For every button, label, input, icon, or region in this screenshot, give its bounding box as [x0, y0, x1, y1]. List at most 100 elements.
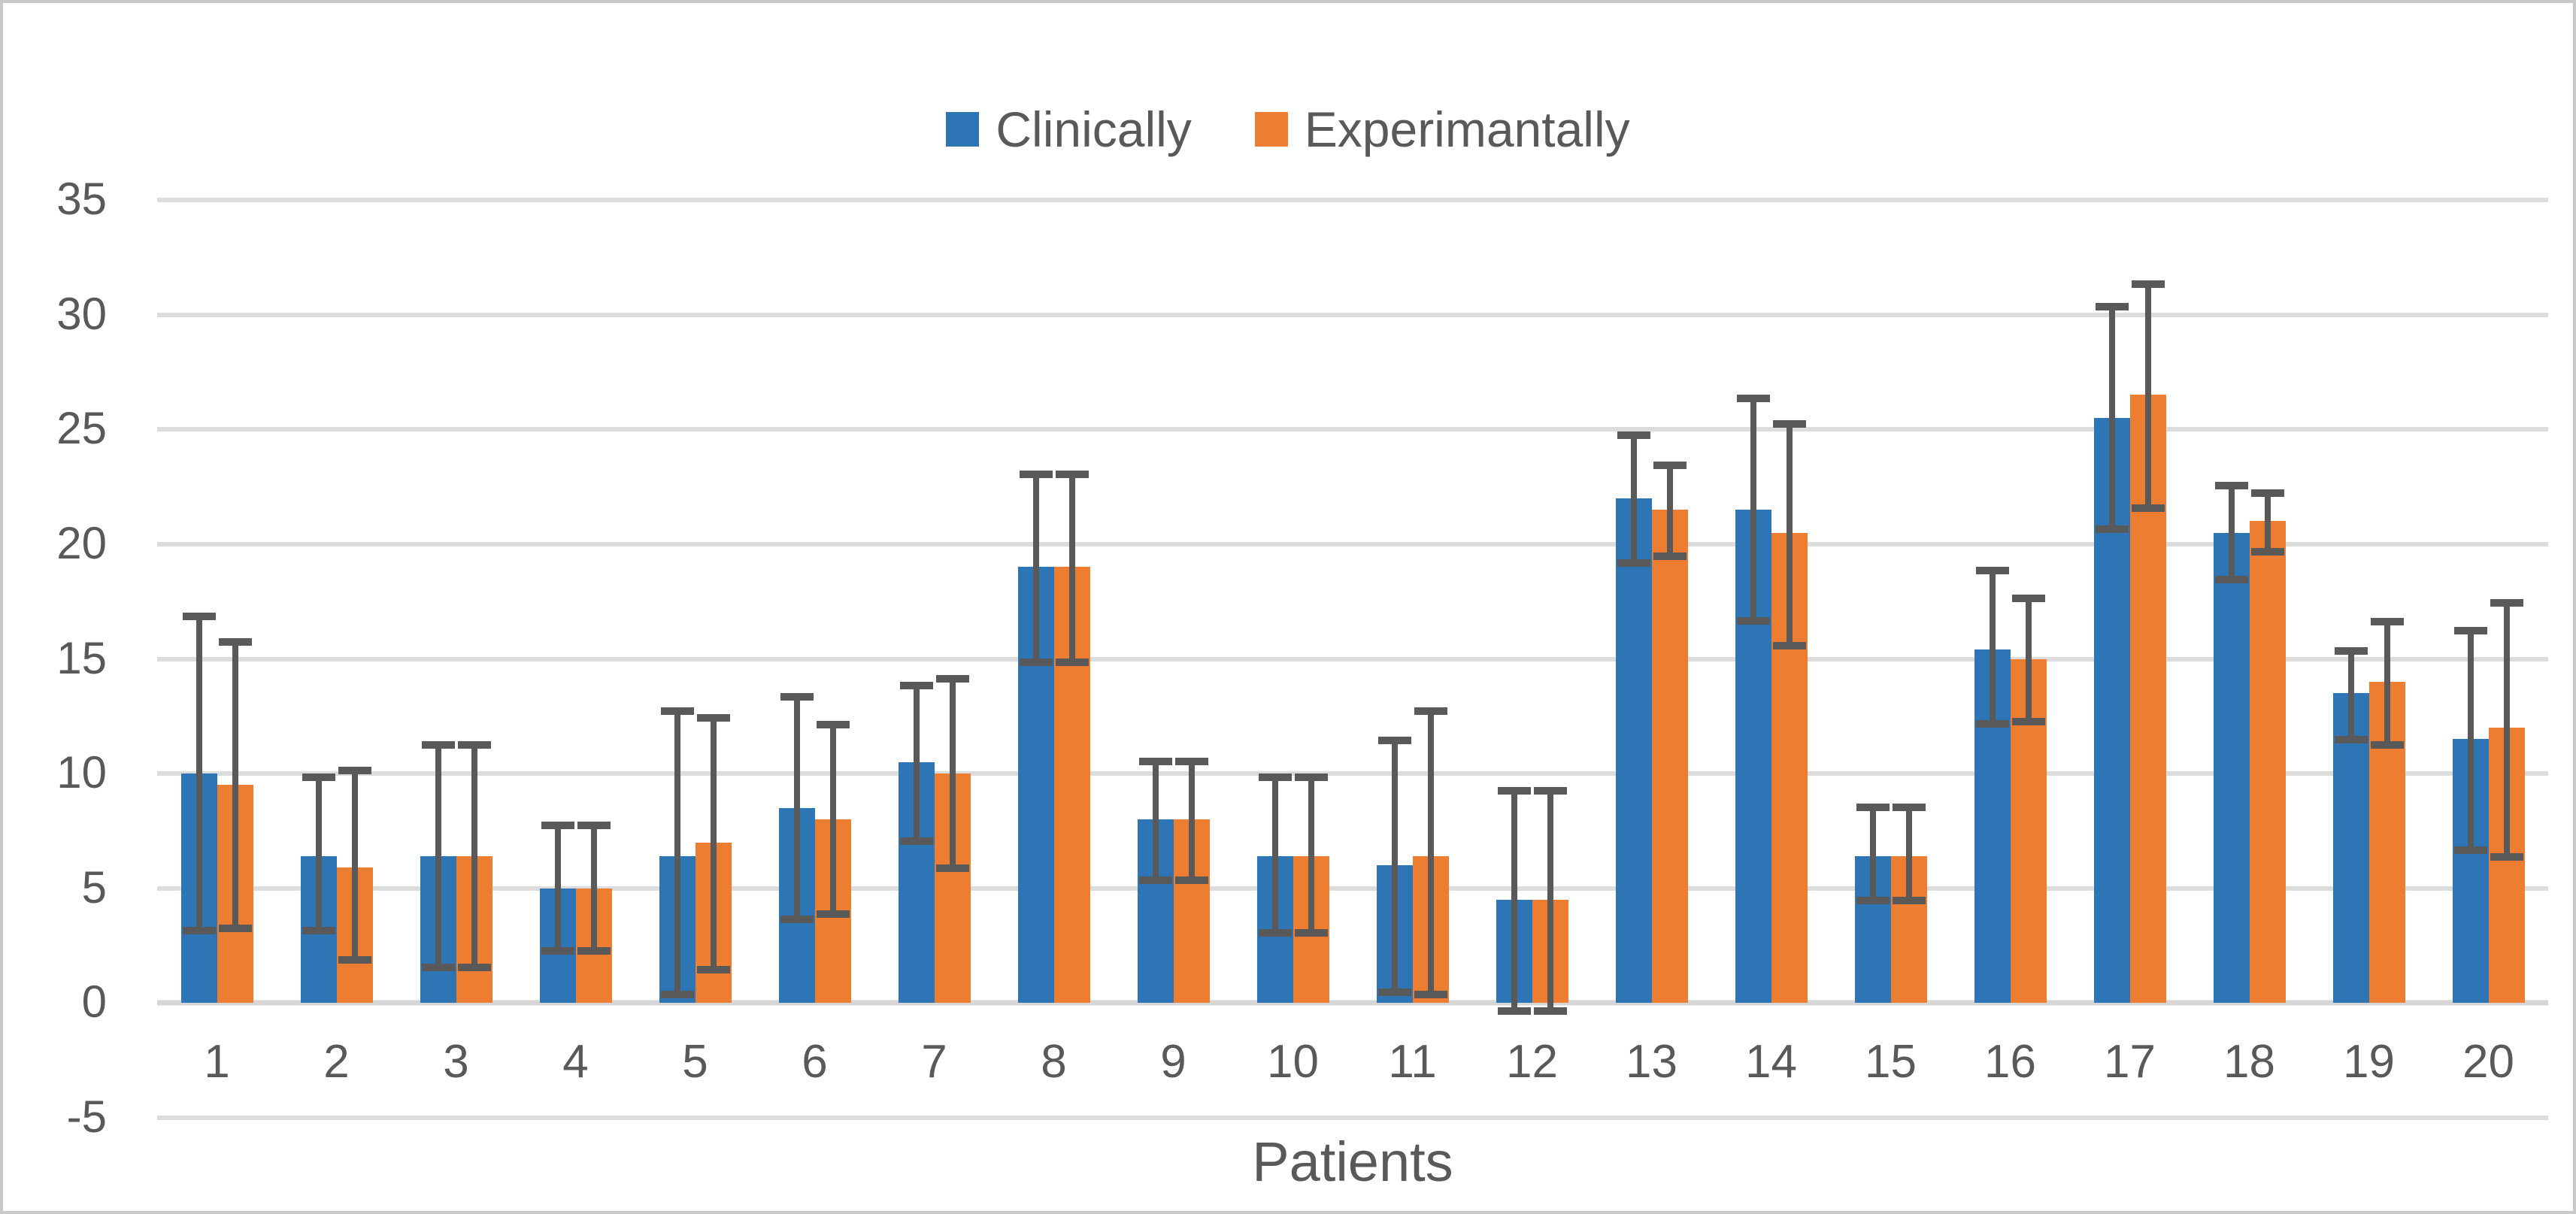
bar-group — [2070, 200, 2190, 1118]
error-bar-cap-bottom — [218, 924, 252, 932]
y-axis: 35 30 25 20 15 10 5 0 -5 — [3, 174, 129, 1142]
error-bar-cap-bottom — [541, 947, 574, 955]
error-bar-line — [710, 713, 717, 973]
x-tick-label: 4 — [562, 1035, 589, 1088]
error-bar-cap-top — [1736, 395, 1770, 403]
bar-group — [635, 200, 755, 1118]
bar-column — [2488, 200, 2525, 1118]
error-bar-line — [1630, 431, 1637, 568]
error-bar-line — [2108, 303, 2115, 533]
bar-column — [695, 200, 732, 1118]
bar-column — [217, 200, 253, 1118]
x-tick-label: 14 — [1745, 1035, 1797, 1088]
plot-area — [157, 198, 2548, 1120]
error-bar-cap-bottom — [696, 965, 730, 973]
bar-column — [1532, 200, 1568, 1118]
gridline — [157, 541, 2548, 546]
error-bar — [1174, 757, 1208, 884]
gridline — [157, 1116, 2548, 1120]
error-bar — [1892, 803, 1926, 905]
error-bar — [1294, 774, 1328, 937]
error-bar-line — [1869, 803, 1876, 905]
error-bar-line — [2264, 489, 2271, 556]
error-bar-cap-top — [1892, 803, 1926, 811]
error-bar-line — [1032, 471, 1039, 666]
error-bar-cap-top — [660, 707, 694, 715]
error-bar-cap-bottom — [1138, 876, 1172, 884]
bar-column — [539, 200, 576, 1118]
error-bar-cap-top — [1975, 567, 2009, 575]
error-bar-cap-top — [1258, 774, 1292, 782]
error-bar-cap-bottom — [1497, 1007, 1531, 1015]
bar-group — [1831, 200, 1950, 1118]
bar-column — [659, 200, 696, 1118]
error-bar-cap-bottom — [660, 991, 694, 999]
error-bar-line — [351, 766, 358, 964]
bar-group — [1472, 200, 1592, 1118]
x-tick-label: 12 — [1506, 1035, 1558, 1088]
error-bar-cap-bottom — [935, 864, 969, 873]
error-bar — [1055, 471, 1089, 666]
error-bar-cap-bottom — [2095, 525, 2129, 533]
x-axis-title: Patients — [1252, 1130, 1453, 1193]
bar-pair — [1137, 200, 1210, 1118]
bar-group — [755, 200, 874, 1118]
bar-column — [1890, 200, 1927, 1118]
bar-pair — [2452, 200, 2525, 1118]
error-bar-line — [195, 613, 202, 934]
error-bar-line — [1068, 471, 1075, 666]
bar-column — [575, 200, 612, 1118]
bar-column — [1771, 200, 1808, 1118]
bar-pair — [420, 200, 492, 1118]
bar-groups — [157, 200, 2548, 1118]
error-bar-line — [1271, 774, 1278, 937]
error-bar-line — [1188, 757, 1195, 884]
error-bar — [421, 741, 455, 971]
error-bar-cap-bottom — [2214, 575, 2248, 583]
error-bar-cap-top — [1055, 471, 1089, 479]
x-tick-label: 16 — [1984, 1035, 2036, 1088]
x-tick-label: 2 — [323, 1035, 350, 1088]
error-bar-cap-top — [1772, 420, 1806, 428]
error-bar-cap-bottom — [1533, 1007, 1567, 1015]
y-tick-label: 5 — [81, 861, 107, 913]
bar-column — [814, 200, 851, 1118]
bar-group — [516, 200, 635, 1118]
x-tick-label: 8 — [1041, 1035, 1067, 1088]
error-bar — [2334, 647, 2368, 744]
error-bar-line — [674, 707, 680, 999]
error-bar-cap-top — [2095, 303, 2129, 311]
x-tick-label: 1 — [204, 1035, 230, 1088]
error-bar-cap-top — [935, 674, 969, 683]
error-bar-cap-top — [1497, 787, 1531, 795]
bar-column — [1137, 200, 1174, 1118]
y-tick-label: 30 — [56, 288, 107, 339]
x-tick-label: 17 — [2104, 1035, 2156, 1088]
error-bar — [302, 774, 335, 934]
x-tick-label: 18 — [2223, 1035, 2275, 1088]
error-bar-line — [590, 822, 597, 955]
error-bar-cap-top — [457, 741, 491, 749]
y-tick-label: 35 — [56, 174, 107, 225]
error-bar-cap-bottom — [421, 963, 455, 971]
error-bar-cap-bottom — [2334, 736, 2368, 744]
error-bar-line — [1547, 787, 1553, 1015]
bar-pair — [778, 200, 851, 1118]
bar-pair — [1854, 200, 1927, 1118]
bar-column — [1651, 200, 1688, 1118]
bar-column — [456, 200, 492, 1118]
bar-column — [2129, 200, 2166, 1118]
y-tick-label: 0 — [81, 976, 107, 1028]
x-tick-label: 6 — [802, 1035, 828, 1088]
bar-pair — [1615, 200, 1688, 1118]
error-bar-line — [2347, 647, 2354, 744]
x-axis: 1 2 3 4 5 6 7 8 9 10 11 12 13 14 15 16 17 18 19 20 — [157, 1007, 2548, 1116]
error-bar — [1138, 757, 1172, 884]
error-bar-line — [471, 741, 477, 971]
bar-pair — [300, 200, 373, 1118]
error-bar-cap-top — [1294, 774, 1328, 782]
legend: Clinically Experimantally — [3, 92, 2573, 167]
bar-column — [1854, 200, 1891, 1118]
bar-column — [300, 200, 337, 1118]
bar-column — [2332, 200, 2369, 1118]
